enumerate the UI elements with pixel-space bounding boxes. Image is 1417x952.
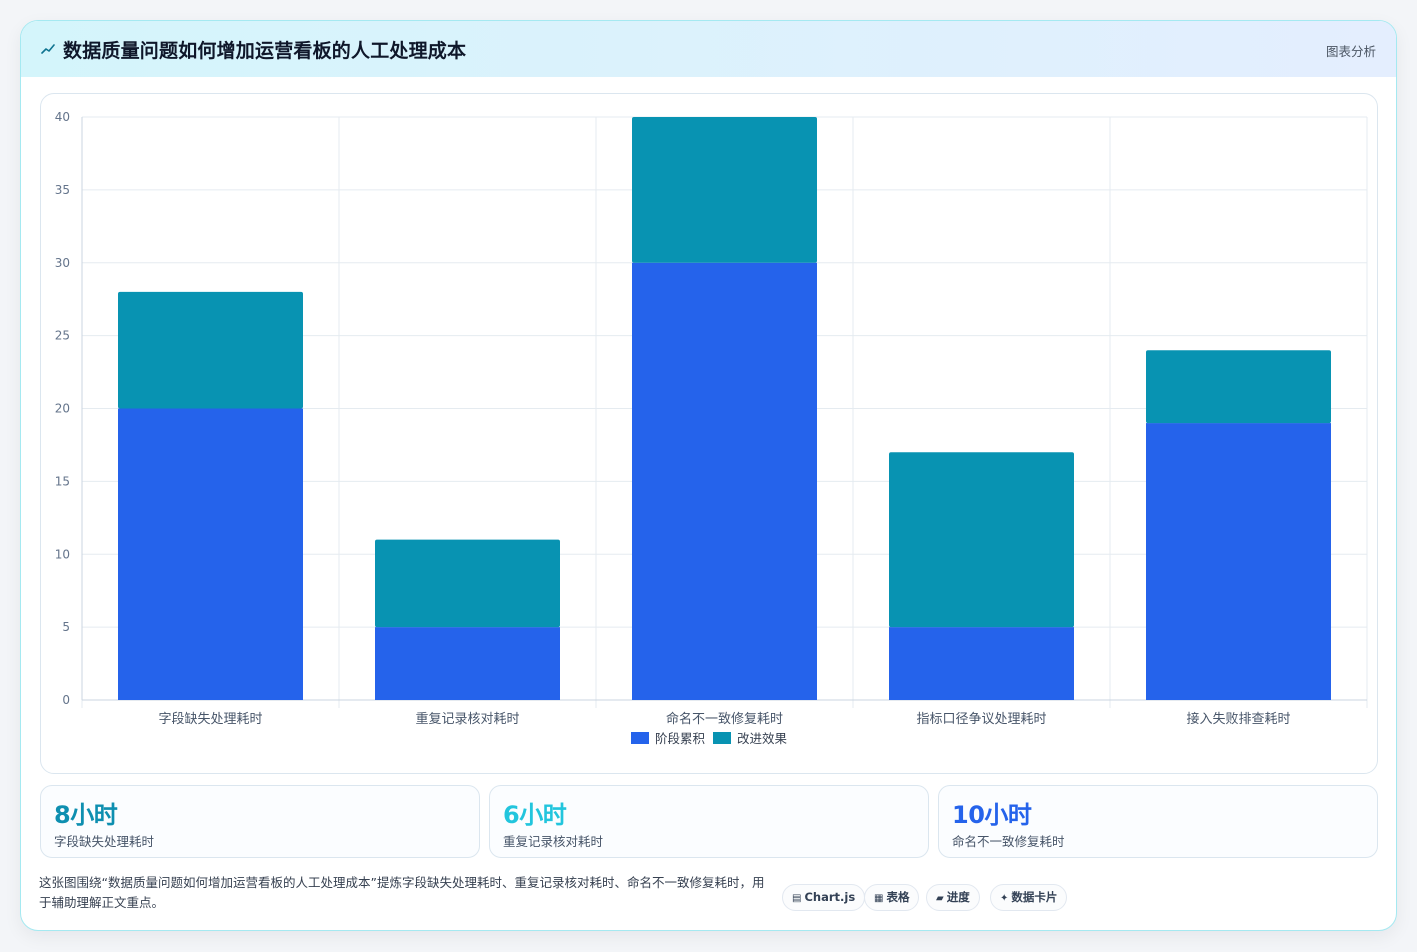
table-icon: ▦: [874, 893, 884, 904]
card-header: 数据质量问题如何增加运营看板的人工处理成本 图表分析: [21, 21, 1396, 77]
stacked-bar-chart: 0 5 10 15 20 25 30 35 40 字段缺失处理耗时 重复记录核对耗时 命名不一致修复耗…: [55, 110, 1368, 746]
progress-icon: ▰: [936, 893, 944, 904]
chip-data-card[interactable]: ✦ 数据卡片: [990, 884, 1068, 911]
x-tick-label: 指标口径争议处理耗时: [916, 712, 1046, 727]
stat-value-2: 6小时: [503, 801, 567, 829]
chart-card: 数据质量问题如何增加运营看板的人工处理成本 图表分析 0 5 10 15 20 25 30 3…: [20, 20, 1397, 931]
bar-improvement-5: [1146, 350, 1331, 424]
y-tick-label: 10: [55, 547, 70, 561]
bar-stage-accumulated-4: [889, 627, 1074, 700]
chart-line-icon: [41, 42, 55, 56]
chart-description: 这张图围绕“数据质量问题如何增加运营看板的人工处理成本”提炼字段缺失处理耗时、重…: [39, 875, 765, 910]
bar-stage-accumulated-5: [1146, 423, 1331, 700]
bar-improvement-1: [118, 291, 303, 409]
bar-stage-accumulated-3: [632, 262, 817, 700]
y-tick-label: 15: [55, 474, 70, 488]
chart-container: 0 5 10 15 20 25 30 35 40 字段缺失处理耗时 重复记录核对耗时 命名不一致修复耗…: [40, 93, 1378, 774]
bar-stage-accumulated-2: [375, 627, 560, 700]
stat-card-3: 10小时 命名不一致修复耗时: [938, 785, 1378, 858]
chip-table[interactable]: ▦ 表格: [864, 884, 920, 911]
sparkle-icon: ✦: [1000, 893, 1009, 904]
chip-label: 表格: [886, 890, 910, 904]
legend-label: 阶段累积: [655, 731, 705, 746]
legend-swatch: [631, 732, 649, 744]
chip-progress[interactable]: ▰ 进度: [926, 884, 980, 911]
y-tick-label: 25: [55, 329, 70, 343]
chip-label: 数据卡片: [1011, 890, 1058, 904]
y-tick-label: 40: [55, 110, 70, 124]
chip-chartjs[interactable]: ▤ Chart.js: [782, 884, 866, 911]
chip-label: 进度: [946, 890, 970, 904]
stat-card-1: 8小时 字段缺失处理耗时: [40, 785, 480, 858]
y-tick-label: 35: [55, 183, 70, 197]
stat-label-2: 重复记录核对耗时: [503, 834, 604, 849]
stat-value-3: 10小时: [952, 801, 1032, 829]
y-tick-label: 20: [55, 402, 70, 416]
x-tick-label: 重复记录核对耗时: [415, 711, 519, 727]
stat-value-1: 8小时: [54, 801, 118, 829]
chip-label: Chart.js: [804, 890, 856, 904]
legend-swatch: [713, 732, 731, 744]
header-tag: 图表分析: [1325, 44, 1376, 59]
x-tick-label: 命名不一致修复耗时: [666, 711, 783, 727]
legend-label: 改进效果: [737, 731, 788, 746]
y-tick-label: 0: [62, 693, 70, 707]
y-tick-label: 5: [62, 620, 70, 634]
x-tick-label: 接入失败排查耗时: [1186, 711, 1290, 727]
bar-improvement-4: [889, 452, 1074, 628]
stat-label-3: 命名不一致修复耗时: [952, 834, 1065, 849]
bar-improvement-2: [375, 539, 560, 628]
stat-card-2: 6小时 重复记录核对耗时: [489, 785, 929, 858]
chart-icon: ▤: [792, 893, 802, 904]
bar-improvement-3: [632, 117, 817, 263]
bar-stage-accumulated-1: [118, 408, 303, 700]
stat-label-1: 字段缺失处理耗时: [54, 834, 155, 849]
x-tick-label: 字段缺失处理耗时: [158, 712, 262, 727]
y-tick-label: 30: [55, 256, 70, 270]
page-title: 数据质量问题如何增加运营看板的人工处理成本: [63, 40, 467, 62]
